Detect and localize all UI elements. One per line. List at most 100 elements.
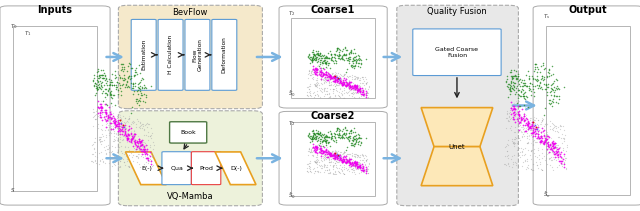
- Point: [521, 126, 531, 130]
- Point: [102, 103, 113, 106]
- Point: [145, 162, 156, 165]
- Point: [129, 141, 140, 145]
- Point: [306, 149, 316, 152]
- Point: [532, 123, 543, 126]
- Point: [503, 119, 513, 122]
- Point: [96, 106, 106, 109]
- Point: [313, 142, 323, 146]
- Point: [317, 151, 328, 154]
- Point: [102, 79, 113, 83]
- Point: [357, 168, 367, 172]
- Point: [93, 99, 103, 103]
- Point: [345, 84, 355, 88]
- Point: [355, 88, 365, 91]
- Point: [340, 126, 351, 130]
- Point: [314, 148, 324, 151]
- Point: [540, 107, 550, 110]
- Point: [146, 152, 156, 155]
- Point: [544, 145, 554, 149]
- Point: [349, 171, 359, 174]
- Point: [130, 138, 140, 142]
- Point: [129, 89, 139, 92]
- Point: [326, 135, 337, 139]
- Point: [353, 140, 363, 143]
- Point: [550, 146, 560, 149]
- Point: [346, 91, 356, 94]
- Point: [308, 72, 318, 75]
- Point: [316, 90, 326, 93]
- Point: [504, 119, 514, 122]
- Point: [102, 93, 112, 97]
- Point: [527, 121, 538, 124]
- Point: [349, 165, 360, 168]
- Point: [143, 161, 154, 165]
- Point: [303, 85, 313, 89]
- Point: [552, 79, 562, 82]
- Point: [109, 121, 119, 124]
- Point: [551, 143, 561, 147]
- Point: [144, 154, 154, 157]
- Point: [111, 87, 121, 91]
- Point: [106, 110, 116, 113]
- Point: [546, 93, 556, 97]
- Point: [525, 150, 536, 153]
- Point: [93, 152, 104, 155]
- Point: [517, 127, 527, 131]
- Point: [106, 116, 116, 119]
- Point: [339, 150, 349, 153]
- Point: [529, 94, 540, 98]
- Point: [550, 145, 560, 148]
- Point: [532, 74, 542, 78]
- Point: [351, 89, 362, 92]
- Point: [111, 131, 121, 135]
- Point: [116, 124, 126, 127]
- Point: [353, 162, 364, 166]
- Point: [332, 74, 342, 78]
- Point: [340, 84, 351, 88]
- Point: [132, 141, 142, 144]
- Point: [317, 62, 328, 65]
- Point: [354, 85, 364, 88]
- Point: [321, 55, 332, 59]
- Point: [321, 150, 332, 154]
- Point: [503, 139, 513, 142]
- Point: [120, 135, 130, 139]
- Text: $S$: $S$: [10, 186, 15, 194]
- Point: [532, 127, 542, 131]
- Point: [541, 141, 552, 144]
- Point: [353, 90, 364, 94]
- Point: [332, 160, 342, 164]
- Point: [521, 113, 531, 116]
- Point: [307, 58, 317, 61]
- Point: [502, 77, 512, 81]
- Point: [335, 155, 346, 158]
- Point: [104, 124, 115, 127]
- Point: [500, 79, 511, 83]
- Point: [349, 145, 359, 148]
- Point: [118, 134, 128, 137]
- Point: [94, 138, 104, 142]
- Point: [518, 147, 528, 151]
- Point: [353, 88, 364, 91]
- Point: [552, 150, 562, 153]
- Point: [530, 68, 540, 71]
- Point: [362, 167, 372, 170]
- Point: [521, 95, 531, 98]
- Point: [117, 130, 127, 133]
- Point: [350, 161, 360, 164]
- Point: [518, 88, 528, 92]
- Point: [547, 142, 557, 146]
- Point: [524, 126, 534, 129]
- Point: [95, 111, 106, 115]
- Point: [509, 130, 520, 134]
- Point: [99, 145, 109, 149]
- Point: [341, 83, 351, 87]
- Point: [552, 130, 562, 133]
- Point: [305, 164, 315, 167]
- Text: $T_s$: $T_s$: [543, 12, 550, 21]
- Point: [351, 91, 361, 95]
- Point: [524, 121, 534, 124]
- Point: [537, 75, 547, 78]
- Point: [116, 117, 126, 120]
- Point: [328, 77, 338, 81]
